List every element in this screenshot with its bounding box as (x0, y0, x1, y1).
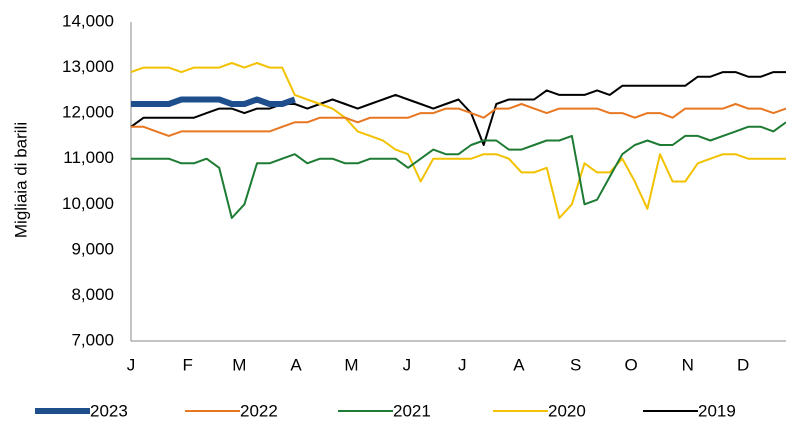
y-tick-label: 10,000 (62, 194, 114, 213)
series-line (130, 62, 786, 219)
series-line (131, 103, 786, 137)
legend-label: 2022 (240, 401, 278, 420)
x-tick-label: A (290, 355, 302, 374)
y-tick-label: 8,000 (71, 285, 114, 304)
y-tick-label: 7,000 (71, 330, 114, 349)
series-line (130, 71, 786, 146)
x-tick-label: S (570, 355, 581, 374)
x-tick-label: M (232, 355, 246, 374)
legend-label: 2020 (548, 401, 586, 420)
legend-label: 2023 (90, 401, 128, 420)
y-tick-label: 14,000 (62, 11, 114, 30)
x-tick-label: D (737, 355, 749, 374)
y-tick-label: 12,000 (62, 103, 114, 122)
x-tick-label: J (458, 355, 467, 374)
x-tick-label: F (182, 355, 192, 374)
x-tick-label: O (624, 355, 637, 374)
y-axis-title: Migliaia di barili (11, 122, 30, 238)
y-tick-label: 13,000 (62, 57, 114, 76)
legend-label: 2021 (393, 401, 431, 420)
x-tick-label: A (513, 355, 525, 374)
y-tick-label: 9,000 (71, 239, 114, 258)
x-tick-label: J (403, 355, 412, 374)
series-line (131, 96, 296, 107)
series-line (131, 121, 786, 219)
x-tick-label: M (344, 355, 358, 374)
x-tick-label: N (682, 355, 694, 374)
y-tick-label: 11,000 (63, 148, 114, 167)
x-tick-label: J (127, 355, 136, 374)
legend-label: 2019 (698, 401, 736, 420)
